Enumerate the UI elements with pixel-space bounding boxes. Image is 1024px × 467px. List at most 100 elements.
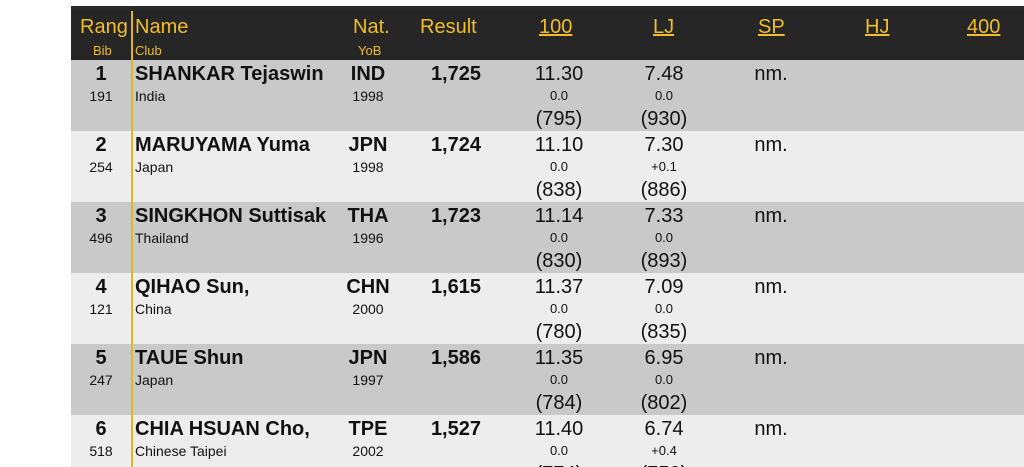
result-long-jump: 7.33 [644,205,684,227]
header-result: Result [420,16,477,38]
total-result: 1,725 [430,63,481,85]
club-name: China [135,301,172,317]
header-yob: YoB [358,43,382,58]
table-row[interactable]: 6 518 CHIA HSUAN Cho, Chinese Taipei TPE 2002… [71,415,1024,467]
header-bib: Bib [93,43,112,58]
points-100m: (774) [519,463,599,467]
club-name: Thailand [135,230,189,246]
result-100m: 11.40 [534,418,584,440]
result-long-jump: 7.09 [644,276,684,298]
table-header: Rang Bib Name Club Nat. YoB Result 100 L… [71,11,1024,60]
nationality: JPN [348,134,388,156]
wind-100m: 0.0 [549,230,569,245]
points-100m: (784) [535,392,583,414]
points-long-jump: (835) [640,321,688,343]
result-long-jump: 7.30 [644,134,684,156]
wind-long-jump: 0.0 [654,230,674,245]
result-long-jump: 6.95 [644,347,684,369]
bib-cell: 518 [89,443,113,459]
bib-cell: 496 [89,230,113,246]
header-club: Club [135,43,162,58]
wind-long-jump: +0.1 [651,159,677,174]
nationality: IND [350,63,386,85]
points-long-jump: (802) [640,392,688,414]
table-row[interactable]: 5 247 TAUE Shun Japan JPN 1997 1,586 11.35 0.0 (7… [71,344,1024,415]
wind-long-jump: +0.4 [651,443,677,458]
nationality: TPE [348,418,388,440]
bib-cell: 254 [89,159,113,175]
athlete-name: SHANKAR Tejaswin [135,63,324,85]
rank-cell: 4 [95,276,107,298]
wind-100m: 0.0 [549,301,569,316]
result-100m: 11.35 [534,347,584,369]
nationality: JPN [348,347,388,369]
wind-100m: 0.0 [549,88,569,103]
club-name: Chinese Taipei [135,443,227,459]
points-100m: (795) [535,108,583,130]
table-row[interactable]: 3 496 SINGKHON Suttisak Thailand THA 1996 1,72… [71,202,1024,273]
athlete-name: SINGKHON Suttisak [135,205,327,227]
header-event-400[interactable]: 400 [967,16,1001,38]
club-name: India [135,88,166,104]
total-result: 1,724 [430,134,481,156]
year-of-birth: 1998 [352,159,384,175]
header-event-hj[interactable]: HJ [865,16,890,38]
nationality: THA [347,205,389,227]
header-rank: Rang [80,16,128,38]
year-of-birth: 1996 [352,230,384,246]
club-name: Japan [135,159,174,175]
wind-long-jump: 0.0 [654,301,674,316]
rank-cell: 6 [95,418,107,440]
points-long-jump: (750) [624,463,704,467]
points-100m: (830) [535,250,583,272]
result-long-jump: 6.74 [644,418,684,440]
rank-cell: 2 [95,134,107,156]
result-shot-put: nm. [754,134,788,156]
header-event-sp[interactable]: SP [758,16,785,38]
result-100m: 11.10 [534,134,584,156]
header-event-lj[interactable]: LJ [653,16,675,38]
year-of-birth: 1997 [352,372,384,388]
points-long-jump: (886) [640,179,688,201]
result-100m: 11.14 [534,205,584,227]
result-shot-put: nm. [754,63,788,85]
wind-long-jump: 0.0 [654,372,674,387]
result-shot-put: nm. [754,276,788,298]
points-long-jump: (930) [640,108,688,130]
rank-cell: 1 [95,63,107,85]
table-row[interactable]: 1 191 SHANKAR Tejaswin India IND 1998 1,725 11.… [71,60,1024,131]
bib-cell: 121 [89,301,113,317]
result-shot-put: nm. [754,347,788,369]
total-result: 1,527 [430,418,481,440]
table-row[interactable]: 2 254 MARUYAMA Yuma Japan JPN 1998 1,724 11.10 0… [71,131,1024,202]
header-nat: Nat. [353,16,390,38]
wind-100m: 0.0 [549,372,569,387]
results-page: Rang Bib Name Club Nat. YoB Result 100 L… [71,0,1024,467]
result-long-jump: 7.48 [644,63,684,85]
total-result: 1,586 [430,347,481,369]
points-100m: (838) [535,179,583,201]
athlete-name: CHIA HSUAN Cho, [135,418,310,440]
wind-long-jump: 0.0 [654,88,674,103]
header-event-100[interactable]: 100 [539,16,573,38]
bib-cell: 191 [89,88,113,104]
result-100m: 11.30 [534,63,584,85]
athlete-name: MARUYAMA Yuma [135,134,310,156]
bib-cell: 247 [89,372,113,388]
year-of-birth: 1998 [352,88,384,104]
total-result: 1,723 [430,205,481,227]
nationality: CHN [346,276,390,298]
result-100m: 11.37 [534,276,584,298]
athlete-name: QIHAO Sun, [135,276,250,298]
table-row[interactable]: 4 121 QIHAO Sun, China CHN 2000 1,615 11.37 0.0 (… [71,273,1024,344]
column-divider [131,11,133,467]
rank-cell: 5 [95,347,107,369]
club-name: Japan [135,372,174,388]
top-rule [71,6,1024,11]
points-100m: (780) [535,321,583,343]
result-shot-put: nm. [754,205,788,227]
total-result: 1,615 [430,276,481,298]
result-shot-put: nm. [754,418,788,440]
athlete-name: TAUE Shun [135,347,244,369]
wind-100m: 0.0 [549,159,569,174]
